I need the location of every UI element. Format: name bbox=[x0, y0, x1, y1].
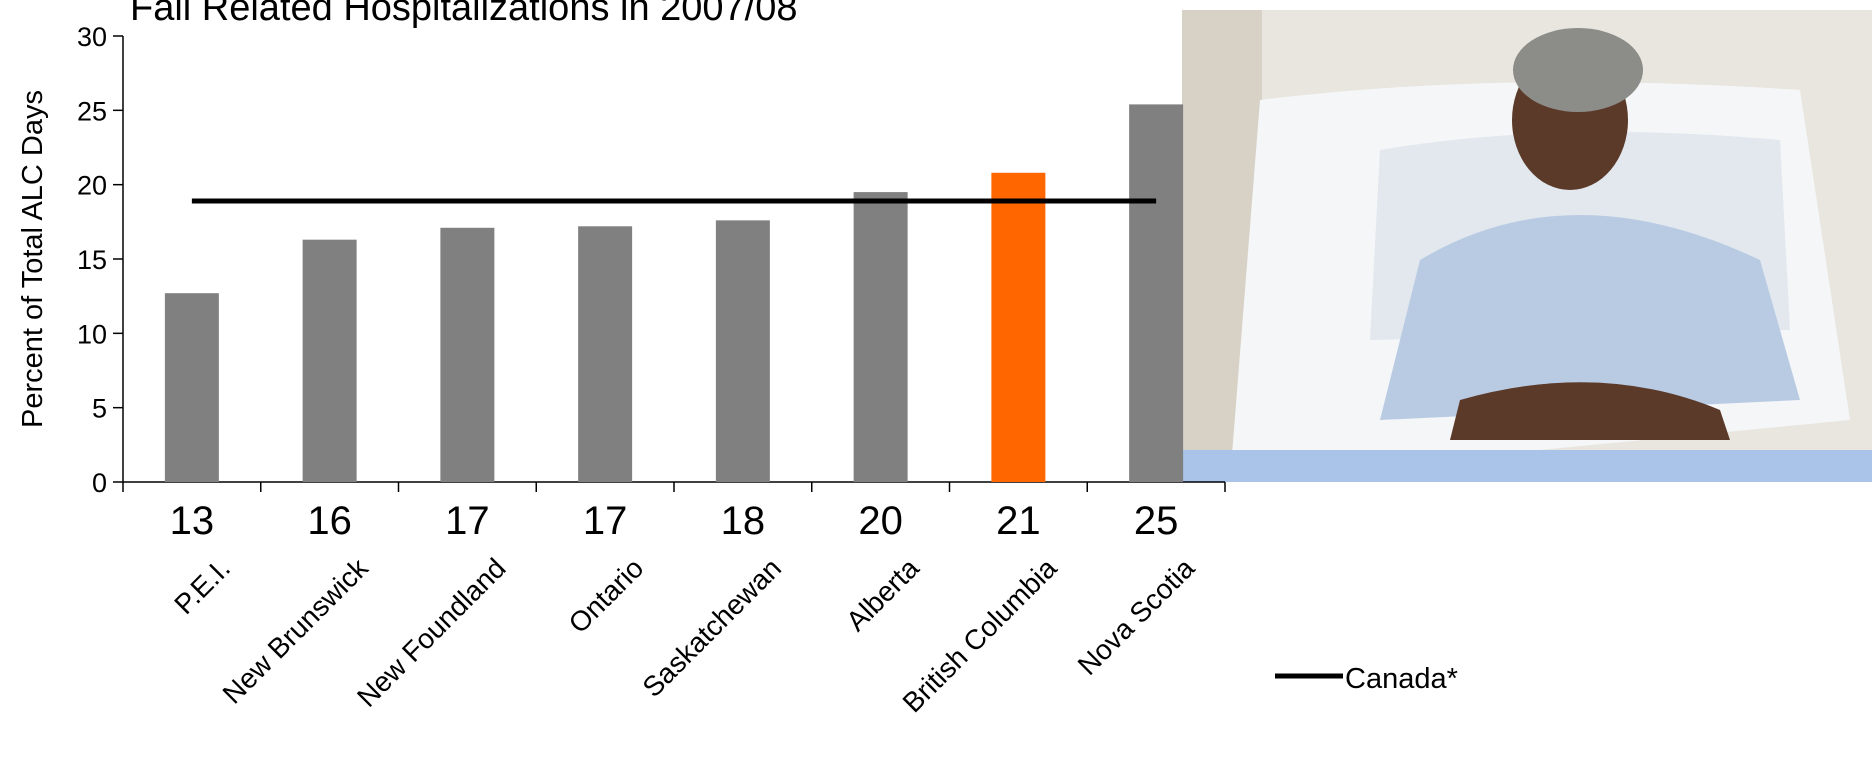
bar bbox=[715, 220, 770, 482]
y-tick-label: 30 bbox=[77, 22, 107, 52]
y-tick-label: 10 bbox=[77, 319, 107, 349]
legend-label: Canada* bbox=[1345, 663, 1458, 695]
y-tick-label: 15 bbox=[77, 245, 107, 275]
value-label: 17 bbox=[445, 499, 490, 543]
bar bbox=[853, 192, 908, 482]
bar bbox=[302, 239, 357, 482]
x-tick-label: Alberta bbox=[840, 552, 925, 637]
value-label: 18 bbox=[721, 499, 766, 543]
value-label: 20 bbox=[858, 499, 903, 543]
chart-title: Fall Related Hospitalizations in 2007/08 bbox=[130, 0, 798, 29]
x-tick-label: New Foundland bbox=[351, 552, 512, 713]
y-tick-label: 25 bbox=[77, 96, 107, 126]
value-label: 25 bbox=[1134, 499, 1179, 543]
y-tick-label: 0 bbox=[92, 468, 107, 498]
x-tick-label: Saskatchewan bbox=[636, 552, 787, 703]
value-label: 17 bbox=[583, 499, 628, 543]
value-label: 16 bbox=[307, 499, 352, 543]
bar bbox=[1129, 104, 1184, 483]
y-tick-label: 20 bbox=[77, 171, 107, 201]
x-tick-label: Ontario bbox=[563, 552, 650, 639]
y-axis-title: Percent of Total ALC Days bbox=[17, 90, 49, 428]
photo bbox=[1182, 10, 1872, 482]
photo-hands bbox=[1450, 382, 1730, 440]
bar bbox=[440, 227, 495, 482]
photo-hair bbox=[1513, 28, 1643, 112]
x-tick-label: New Brunswick bbox=[217, 552, 375, 710]
x-tick-label: Nova Scotia bbox=[1072, 552, 1201, 681]
value-label: 13 bbox=[170, 499, 215, 543]
value-label: 21 bbox=[996, 499, 1041, 543]
bar bbox=[578, 226, 633, 482]
photo-gown bbox=[1380, 215, 1800, 420]
bar bbox=[991, 172, 1046, 483]
photo-blanket bbox=[1182, 450, 1872, 482]
y-tick-label: 5 bbox=[92, 394, 107, 424]
bar bbox=[164, 293, 219, 482]
x-tick-label: P.E.I. bbox=[168, 552, 236, 620]
